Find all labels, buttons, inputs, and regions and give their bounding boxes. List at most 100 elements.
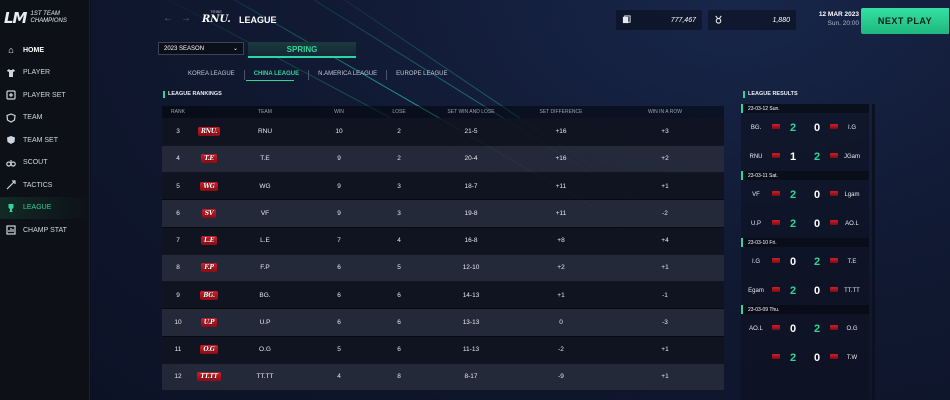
away-team-name: I.G: [847, 124, 856, 131]
sidebar-item-champ-stat[interactable]: CHAMP STAT: [0, 219, 89, 242]
away-team-name: Lgam: [844, 191, 860, 198]
win-cell: 6: [306, 308, 372, 337]
season-select-value: 2023 SEASON: [164, 45, 205, 52]
win-streak-cell: +1: [606, 254, 724, 283]
home-score: 1: [789, 150, 797, 163]
team-logo-cell: SV: [194, 199, 224, 228]
result-day-label: 23-03-10 Fri.: [741, 238, 869, 247]
table-row[interactable]: 11 O.G O.G 5 6 11-13 -2 +1: [162, 336, 724, 364]
tab-china-league[interactable]: CHINA LEAGUE: [245, 70, 310, 80]
home-team-name: I.G: [751, 258, 760, 265]
set-win-lose-cell: 18-7: [426, 172, 516, 201]
table-row[interactable]: 12 TT.TT TT.TT 4 8 8-17 -9 +1: [162, 363, 724, 392]
sidebar-item-player-set[interactable]: PLAYER SET: [0, 84, 89, 107]
team-logo-icon: [772, 220, 780, 225]
result-day: 23-03-10 Fri. I.G 0 2 T.E Egam 2 0 TT.TT: [741, 238, 869, 305]
win-streak-cell: -3: [606, 308, 724, 337]
back-arrow-icon[interactable]: ←: [163, 13, 181, 24]
lose-cell: 2: [372, 145, 426, 174]
table-row[interactable]: 5 WG WG 9 3 18-7 +11 +1: [162, 172, 724, 201]
sidebar-item-label: HOME: [23, 46, 44, 54]
time-text: Sun. 20:00: [827, 20, 859, 27]
tactics-icon: [6, 180, 16, 190]
table-row[interactable]: 7 L.E L.E 7 4 16-8 +8 +4: [162, 227, 724, 255]
page-title: LEAGUE: [239, 15, 277, 25]
table-row[interactable]: 4 T.E T.E 9 2 20-4 +16 +2: [162, 145, 724, 174]
set-win-lose-cell: 20-4: [426, 145, 516, 174]
sidebar-item-team-set[interactable]: TEAM SET: [0, 129, 89, 152]
match-result[interactable]: 2 0 T.W: [741, 343, 869, 372]
away-score: 2: [813, 150, 821, 163]
sidebar: LM 1ST TEAM CHAMPIONS ⌂ HOME PLAYER: [0, 0, 90, 400]
sidebar-item-tactics[interactable]: TACTICS: [0, 174, 89, 197]
team-logo-icon: [830, 191, 838, 196]
tab-europe-league[interactable]: EUROPE LEAGUE: [396, 71, 448, 77]
match-result[interactable]: BG. 2 0 I.G: [741, 113, 869, 142]
tab-na-league[interactable]: N.AMERICA LEAGUE: [309, 70, 388, 80]
match-result[interactable]: U.P 2 0 AO.L: [741, 209, 869, 238]
win-cell: 10: [306, 118, 372, 146]
sidebar-item-team[interactable]: TEAM: [0, 107, 89, 130]
win-cell: 9: [306, 199, 372, 228]
sidebar-item-league[interactable]: LEAGUE: [0, 196, 89, 219]
table-row[interactable]: 9 BG. BG. 6 6 14-13 +1 -1: [162, 281, 724, 310]
resource-medals-value: 1,880: [772, 16, 790, 24]
sidebar-item-home[interactable]: ⌂ HOME: [0, 39, 89, 62]
resource-medals: 1,880: [708, 10, 796, 30]
team-logo: TT.TT: [197, 372, 221, 382]
set-difference-cell: +11: [516, 172, 606, 201]
tab-spring[interactable]: SPRING: [248, 42, 356, 58]
rank-cell: 4: [162, 145, 194, 174]
set-difference-cell: -2: [516, 336, 606, 364]
results-scrollbar-track[interactable]: [872, 104, 875, 400]
table-row[interactable]: 6 SV VF 9 3 19-8 +11 -2: [162, 199, 724, 228]
away-score: 0: [813, 188, 821, 201]
team-logo-icon: [830, 354, 838, 359]
brand-line2: CHAMPIONS: [30, 18, 67, 24]
result-day: 23-03-09 Thu. AO.L 0 2 O.G 2 0 T.W: [741, 305, 869, 372]
game-date: 12 MAR 2023 Sun. 20:00: [811, 10, 859, 28]
player-set-icon: [6, 90, 16, 100]
binoculars-icon: [6, 158, 16, 168]
team-logo-cell: U.P: [194, 308, 224, 337]
tab-korea-league[interactable]: KOREA LEAGUE: [179, 70, 245, 80]
table-row[interactable]: 8 F.P F.P 6 5 12-10 +2 +1: [162, 254, 724, 283]
win-cell: 9: [306, 172, 372, 201]
season-select[interactable]: 2023 SEASON ⌄: [158, 42, 244, 55]
team-logo: T.E: [201, 154, 217, 164]
sidebar-item-label: LEAGUE: [23, 204, 52, 212]
set-win-lose-cell: 19-8: [426, 199, 516, 228]
set-win-lose-cell: 11-13: [426, 336, 516, 364]
win-streak-cell: +1: [606, 336, 724, 364]
away-team-name: T.E: [847, 258, 857, 265]
away-team-name: O.G: [846, 325, 858, 332]
results-title: LEAGUE RESULTS: [743, 91, 798, 98]
home-team-logo: [771, 258, 781, 265]
set-difference-cell: -9: [516, 363, 606, 392]
table-row[interactable]: 3 RNU. RNU 10 2 21-5 +16 +3: [162, 118, 724, 146]
next-play-button[interactable]: NEXT PLAY: [861, 8, 949, 34]
away-team-logo: [829, 258, 839, 265]
team-cell: O.G: [224, 336, 306, 364]
set-difference-cell: +11: [516, 199, 606, 228]
home-score: 0: [789, 255, 797, 268]
match-result[interactable]: RNU 1 2 JGam: [741, 142, 869, 171]
team-logo-cell: O.G: [194, 336, 224, 364]
match-result[interactable]: I.G 0 2 T.E: [741, 247, 869, 276]
win-streak-cell: +4: [606, 227, 724, 255]
match-result[interactable]: Egam 2 0 TT.TT: [741, 276, 869, 305]
forward-arrow-icon[interactable]: →: [181, 13, 199, 24]
team-logo-icon: [772, 325, 780, 330]
match-result[interactable]: AO.L 0 2 O.G: [741, 314, 869, 343]
lose-cell: 6: [372, 308, 426, 337]
away-score: 0: [813, 121, 821, 134]
team-logo: O.G: [200, 345, 218, 355]
sidebar-item-scout[interactable]: SCOUT: [0, 152, 89, 175]
set-win-lose-cell: 21-5: [426, 118, 516, 146]
sidebar-item-player[interactable]: PLAYER: [0, 62, 89, 85]
match-result[interactable]: VF 2 0 Lgam: [741, 180, 869, 209]
rankings-body: 3 RNU. RNU 10 2 21-5 +16 +3 4 T.E T.E 9 2 20-4 +16 +2 5 W…: [162, 118, 724, 392]
table-row[interactable]: 10 U.P U.P 6 6 13-13 0 -3: [162, 308, 724, 337]
rank-cell: 5: [162, 172, 194, 201]
rank-cell: 8: [162, 254, 194, 283]
